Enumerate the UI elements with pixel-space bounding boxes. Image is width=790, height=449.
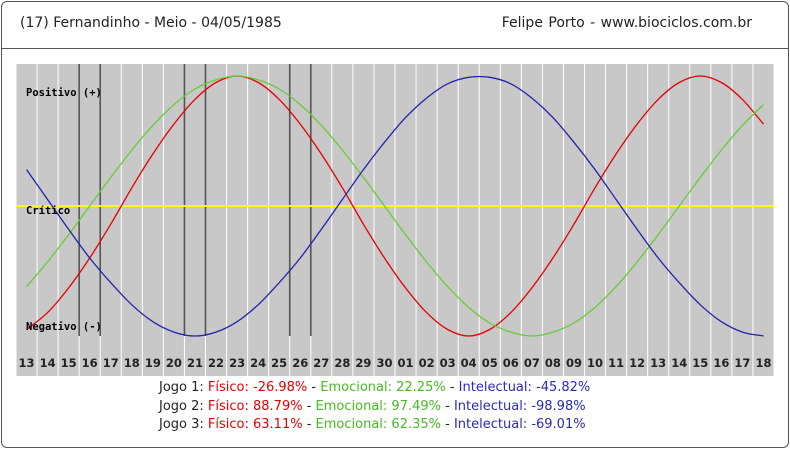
x-tick-label: 05 xyxy=(482,356,498,370)
x-tick-label: 28 xyxy=(334,356,350,370)
x-tick-label: 23 xyxy=(229,356,245,370)
x-tick-label: 14 xyxy=(671,356,687,370)
emocional-value: Emocional: 22.25% xyxy=(320,380,446,395)
x-tick-label: 14 xyxy=(40,356,56,370)
x-tick-label: 10 xyxy=(587,356,603,370)
game-label: Jogo 1: xyxy=(159,380,204,395)
x-tick-label: 08 xyxy=(545,356,561,370)
emocional-value: Emocional: 62.35% xyxy=(315,417,441,432)
x-tick-label: 01 xyxy=(398,356,414,370)
fisico-value: Físico: 88.79% xyxy=(207,399,303,414)
x-tick-label: 13 xyxy=(650,356,666,370)
x-tick-label: 27 xyxy=(313,356,329,370)
header-bar: (17) Fernandinho - Meio - 04/05/1985 Fel… xyxy=(2,2,788,49)
x-tick-label: 06 xyxy=(503,356,519,370)
game-row-3: Jogo 3: Físico: 63.11% - Emocional: 62.3… xyxy=(159,417,586,432)
x-tick-label: 18 xyxy=(755,356,771,370)
x-tick-label: 22 xyxy=(208,356,224,370)
x-tick-label: 20 xyxy=(166,356,182,370)
intelectual-value: Intelectual: -69.01% xyxy=(453,417,586,432)
game-label: Jogo 3: xyxy=(159,417,204,432)
critico-label: Crítico xyxy=(26,205,70,217)
x-tick-label: 11 xyxy=(608,356,624,370)
intelectual-value: Intelectual: -98.98% xyxy=(453,399,586,414)
x-tick-label: 21 xyxy=(187,356,203,370)
negativo-label: Negativo (-) xyxy=(26,321,102,333)
series-line-físico xyxy=(26,75,764,337)
emocional-value: Emocional: 97.49% xyxy=(315,399,441,414)
x-tick-label: 12 xyxy=(629,356,645,370)
game-label: Jogo 2: xyxy=(159,399,204,414)
game-row-2: Jogo 2: Físico: 88.79% - Emocional: 97.4… xyxy=(159,399,586,414)
game-row-1: Jogo 1: Físico: -26.98% - Emocional: 22.… xyxy=(159,380,591,395)
x-tick-label: 07 xyxy=(524,356,540,370)
x-tick-label: 16 xyxy=(713,356,729,370)
x-tick-label: 03 xyxy=(440,356,456,370)
x-tick-label: 30 xyxy=(376,356,392,370)
biorhythm-chart: Positivo (+) Crítico Negativo (-) 13 14 15 16 1… xyxy=(16,64,774,376)
series-line-emocional xyxy=(26,75,764,337)
x-tick-label: 04 xyxy=(461,356,477,370)
x-tick-label: 09 xyxy=(566,356,582,370)
fisico-value: Físico: 63.11% xyxy=(207,417,303,432)
x-tick-label: 25 xyxy=(271,356,287,370)
x-tick-label: 15 xyxy=(61,356,77,370)
x-tick-label: 15 xyxy=(692,356,708,370)
x-tick-label: 26 xyxy=(292,356,308,370)
x-tick-label: 17 xyxy=(103,356,119,370)
x-tick-label: 13 xyxy=(19,356,35,370)
x-tick-label: 19 xyxy=(145,356,161,370)
site-credit: Felipe Porto - www.biociclos.com.br xyxy=(501,15,752,31)
player-title: (17) Fernandinho - Meio - 04/05/1985 xyxy=(20,15,282,31)
intelectual-value: Intelectual: -45.82% xyxy=(458,380,591,395)
x-tick-label: 29 xyxy=(355,356,371,370)
x-tick-label: 02 xyxy=(419,356,435,370)
x-tick-label: 18 xyxy=(124,356,140,370)
x-tick-label: 16 xyxy=(82,356,98,370)
fisico-value: Físico: -26.98% xyxy=(207,380,308,395)
x-tick-label: 24 xyxy=(250,356,266,370)
x-tick-label: 17 xyxy=(734,356,750,370)
positivo-label: Positivo (+) xyxy=(26,87,102,99)
series-line-intelectual xyxy=(25,75,764,337)
